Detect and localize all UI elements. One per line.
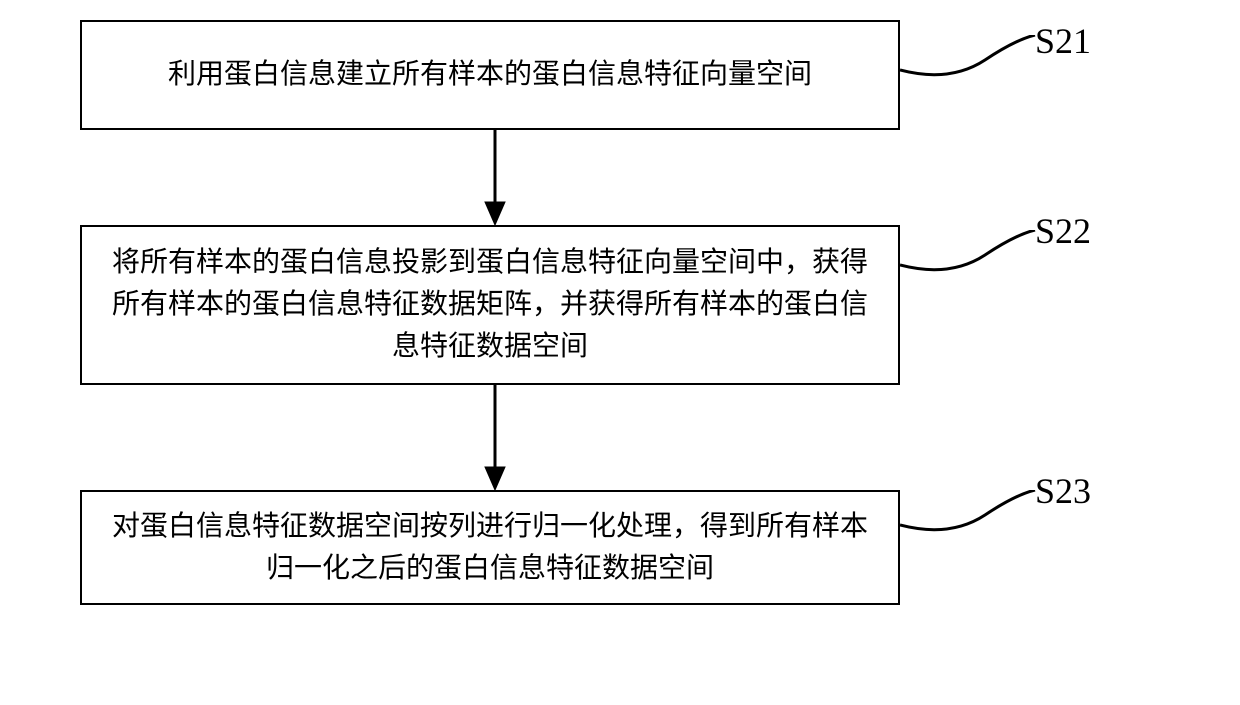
flowchart-box-s22: 将所有样本的蛋白信息投影到蛋白信息特征向量空间中，获得所有样本的蛋白信息特征数据…: [80, 225, 900, 385]
connector-curve-s21: [900, 35, 1040, 85]
step-label-s21: S21: [1035, 20, 1091, 62]
box-text-s23: 对蛋白信息特征数据空间按列进行归一化处理，得到所有样本归一化之后的蛋白信息特征数…: [102, 506, 878, 590]
connector-curve-s22: [900, 230, 1040, 280]
box-text-s22: 将所有样本的蛋白信息投影到蛋白信息特征向量空间中，获得所有样本的蛋白信息特征数据…: [102, 242, 878, 368]
step-label-s23: S23: [1035, 470, 1091, 512]
arrow-s22-s23: [480, 385, 510, 490]
step-label-s22: S22: [1035, 210, 1091, 252]
connector-curve-s23: [900, 490, 1040, 540]
flowchart-box-s21: 利用蛋白信息建立所有样本的蛋白信息特征向量空间: [80, 20, 900, 130]
arrow-s21-s22: [480, 130, 510, 225]
flowchart-box-s23: 对蛋白信息特征数据空间按列进行归一化处理，得到所有样本归一化之后的蛋白信息特征数…: [80, 490, 900, 605]
box-text-s21: 利用蛋白信息建立所有样本的蛋白信息特征向量空间: [168, 54, 812, 96]
